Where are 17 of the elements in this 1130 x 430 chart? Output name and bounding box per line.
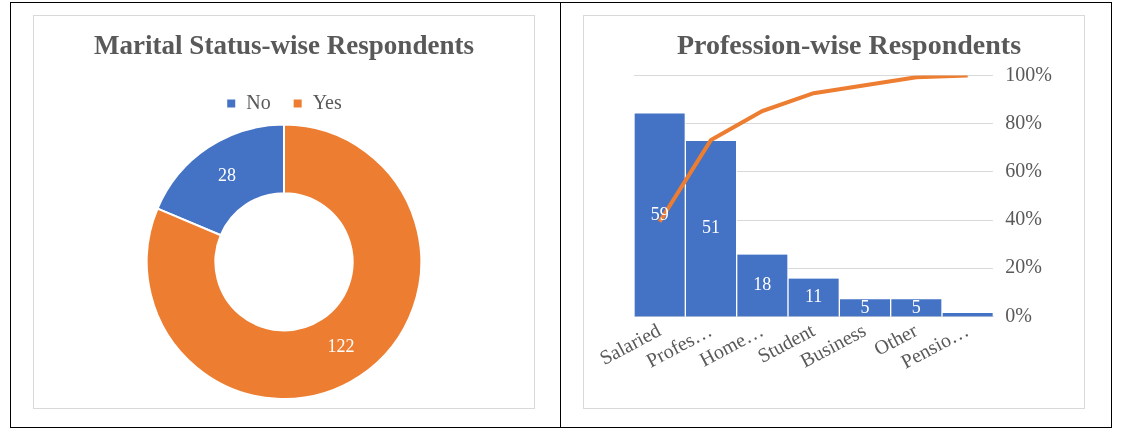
chart-title: Marital Status-wise Respondents bbox=[94, 28, 475, 61]
legend-label: No bbox=[246, 90, 271, 113]
y2-tick-label: 80% bbox=[1005, 111, 1043, 134]
data-label: 18 bbox=[753, 274, 772, 295]
y2-tick-label: 20% bbox=[1005, 255, 1043, 278]
data-label: 122 bbox=[327, 336, 355, 357]
data-label: 28 bbox=[218, 164, 237, 185]
y2-tick-label: 100% bbox=[1005, 62, 1053, 85]
chart-title: Profession-wise Respondents bbox=[676, 29, 1022, 61]
legend-label: Yes bbox=[312, 90, 342, 113]
data-label: 5 bbox=[860, 296, 870, 317]
data-label: 11 bbox=[805, 286, 823, 307]
data-label: 5 bbox=[911, 296, 921, 317]
y2-tick-label: 40% bbox=[1005, 207, 1043, 230]
y2-tick-label: 60% bbox=[1005, 159, 1043, 182]
y2-tick-label: 0% bbox=[1005, 303, 1033, 326]
data-label: 51 bbox=[702, 217, 720, 238]
